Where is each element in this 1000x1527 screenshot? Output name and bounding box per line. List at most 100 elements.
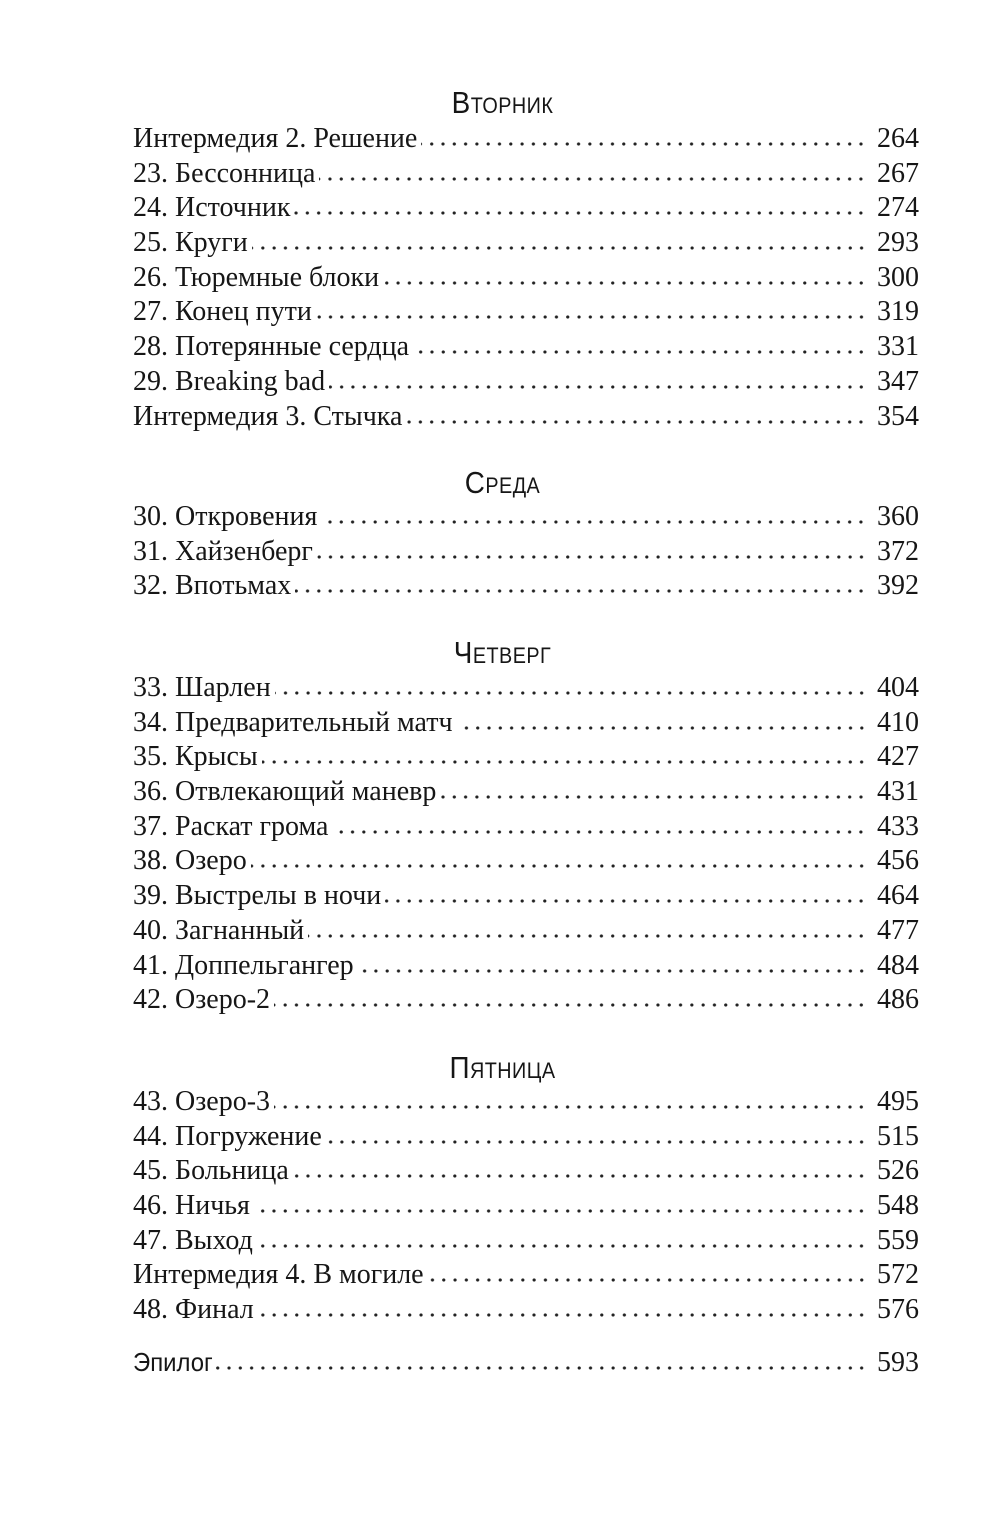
entry-page: 293 xyxy=(877,227,919,259)
toc-entry: 28. Потерянные сердца 331 xyxy=(133,330,919,365)
dot-leader xyxy=(413,349,867,356)
dot-leader xyxy=(421,141,867,147)
dot-leader xyxy=(292,1173,867,1180)
dot-leader xyxy=(319,175,867,182)
entry-title: Интермедия 3. Стычка xyxy=(133,400,403,432)
entry-title: Интермедия 4. В могиле xyxy=(133,1259,424,1291)
entry-page: 526 xyxy=(877,1155,919,1187)
section-heading: Среда xyxy=(53,465,953,501)
epilogue-entry: Эпилог 593 xyxy=(133,1345,919,1380)
dot-leader xyxy=(261,759,867,766)
dot-leader xyxy=(383,279,867,286)
section-entries: 30. Откровения 360 31. Хайзенберг 372 32. Вп… xyxy=(133,500,919,604)
section-entries: 43. Озеро-3 495 44. Погружение 515 45. Больн… xyxy=(133,1085,919,1328)
entry-page: 433 xyxy=(877,810,919,842)
toc-entry: Интермедия 2. Решение 264 xyxy=(133,122,919,157)
toc-entry: 47. Выход 559 xyxy=(133,1224,919,1259)
entry-title: 38. Озеро xyxy=(133,845,247,877)
entry-page: 372 xyxy=(877,535,919,567)
dot-leader xyxy=(440,794,867,801)
section-heading-text: Четверг xyxy=(453,635,552,670)
toc-entry: 31. Хайзенберг 372 xyxy=(133,535,919,570)
entry-title: 45. Больница xyxy=(133,1155,289,1187)
toc-entry: 48. Финал 576 xyxy=(133,1293,919,1328)
dot-leader xyxy=(456,724,867,731)
entry-title: 36. Отвлекающий маневр xyxy=(133,776,437,808)
dot-leader xyxy=(274,690,867,696)
entry-page: 484 xyxy=(877,949,919,981)
toc-entry: 45. Больница 526 xyxy=(133,1154,919,1189)
toc-entry: 41. Доппельгангер 484 xyxy=(133,949,919,984)
toc-entry: 44. Погружение 515 xyxy=(133,1120,919,1155)
toc-entry: Интермедия 4. В могиле 572 xyxy=(133,1258,919,1293)
section-entries: 33. Шарлен 404 34. Предварительный матч 410… xyxy=(133,671,919,1018)
entry-title: 44. Погружение xyxy=(133,1120,322,1152)
dot-leader xyxy=(274,1002,867,1009)
dot-leader xyxy=(321,519,867,525)
dot-leader xyxy=(315,314,867,321)
entry-page: 548 xyxy=(877,1190,919,1222)
toc-entry: Эпилог 593 xyxy=(133,1345,919,1380)
entry-title: 31. Хайзенберг xyxy=(133,535,313,567)
dot-leader xyxy=(295,588,867,595)
section-entries: Интермедия 2. Решение 264 23. Бессонница 26… xyxy=(133,122,919,434)
toc-entry: 39. Выстрелы в ночи 464 xyxy=(133,879,919,914)
entry-title: 24. Источник xyxy=(133,192,291,224)
toc-entry: 40. Загнанный 477 xyxy=(133,914,919,949)
section-heading-text: Пятница xyxy=(449,1050,556,1085)
entry-title: 25. Круги xyxy=(133,227,248,259)
dot-leader xyxy=(251,245,867,252)
dot-leader xyxy=(250,863,867,870)
dot-leader xyxy=(325,1138,867,1145)
entry-page: 331 xyxy=(877,331,919,363)
entry-title: 28. Потерянные сердца xyxy=(133,331,410,363)
entry-page: 431 xyxy=(877,776,919,808)
section-heading-text: Среда xyxy=(464,465,541,500)
dot-leader xyxy=(427,1277,867,1284)
toc-entry: 25. Круги 293 xyxy=(133,226,919,261)
dot-leader xyxy=(257,1312,867,1319)
entry-title: Интермедия 2. Решение xyxy=(133,123,418,154)
entry-page: 267 xyxy=(877,157,919,189)
entry-page: 572 xyxy=(877,1259,919,1291)
toc-entry: 46. Ничья 548 xyxy=(133,1189,919,1224)
entry-title: 41. Доппельгангер xyxy=(133,949,354,981)
dot-leader xyxy=(256,1242,867,1249)
toc-entry: 26. Тюремные блоки 300 xyxy=(133,261,919,296)
entry-page: 319 xyxy=(877,296,919,328)
entry-title: 29. Breaking bad xyxy=(133,365,326,397)
dot-leader xyxy=(308,932,867,939)
entry-title: 32. Впотьмах xyxy=(133,570,292,602)
dot-leader xyxy=(385,898,867,905)
entry-page: 477 xyxy=(877,914,919,946)
entry-page: 347 xyxy=(877,365,919,397)
section-heading: Вторник xyxy=(53,85,953,121)
dot-leader xyxy=(406,418,867,425)
toc-entry: 23. Бессонница 267 xyxy=(133,157,919,192)
entry-title: 46. Ничья xyxy=(133,1190,250,1222)
toc-entry: 38. Озеро 456 xyxy=(133,844,919,879)
entry-title: 43. Озеро-3 xyxy=(133,1086,271,1117)
entry-page: 486 xyxy=(877,984,919,1016)
entry-page: 300 xyxy=(877,261,919,293)
entry-title: 37. Раскат грома xyxy=(133,810,329,842)
dot-leader xyxy=(357,967,867,974)
entry-title: 40. Загнанный xyxy=(133,914,305,946)
entry-page: 264 xyxy=(877,123,919,154)
entry-title: 34. Предварительный матч xyxy=(133,706,453,738)
toc-entry: 33. Шарлен 404 xyxy=(133,671,919,706)
toc-entry: 35. Крысы 427 xyxy=(133,740,919,775)
toc-entry: 34. Предварительный матч 410 xyxy=(133,706,919,741)
entry-title: 33. Шарлен xyxy=(133,672,271,703)
entry-page: 360 xyxy=(877,501,919,532)
entry-title: Эпилог xyxy=(133,1347,213,1377)
entry-page: 464 xyxy=(877,880,919,912)
entry-title: 23. Бессонница xyxy=(133,157,316,189)
toc-entry: 43. Озеро-3 495 xyxy=(133,1085,919,1120)
toc-entry: 32. Впотьмах 392 xyxy=(133,569,919,604)
entry-page: 404 xyxy=(877,672,919,703)
entry-page: 354 xyxy=(877,400,919,432)
entry-page: 495 xyxy=(877,1086,919,1117)
dot-leader xyxy=(329,383,867,390)
entry-page: 593 xyxy=(877,1347,919,1378)
